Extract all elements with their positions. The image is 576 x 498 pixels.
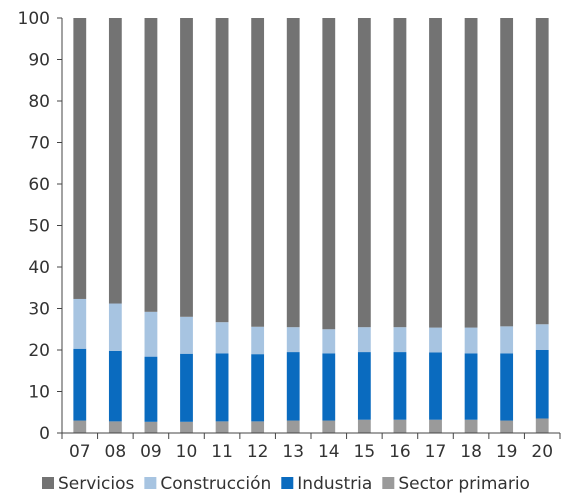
bar-segment-sector-primario-11: [216, 421, 229, 433]
bar-segment-servicios-10: [180, 18, 193, 317]
bar-segment-servicios-18: [465, 18, 478, 328]
bar-segment-industria-19: [500, 353, 513, 420]
x-tick-label-18: 18: [460, 442, 482, 462]
y-tick-label-20: 20: [28, 341, 50, 361]
legend-label-construcción: Construcción: [160, 474, 271, 494]
bar-segment-servicios-15: [358, 18, 371, 327]
bar-segment-construcción-10: [180, 317, 193, 354]
bar-segment-industria-09: [145, 357, 158, 422]
x-tick-label-08: 08: [105, 442, 127, 462]
bar-segment-servicios-16: [394, 18, 407, 327]
bar-segment-servicios-13: [287, 18, 300, 327]
bar-segment-sector-primario-12: [251, 421, 264, 433]
bar-segment-construcción-17: [429, 328, 442, 353]
x-tick-label-11: 11: [211, 442, 233, 462]
bar-segment-sector-primario-18: [465, 420, 478, 433]
bar-segment-industria-18: [465, 353, 478, 419]
legend-label-industria: Industria: [297, 474, 372, 494]
x-tick-label-09: 09: [140, 442, 162, 462]
y-tick-label-50: 50: [28, 217, 50, 237]
bar-segment-industria-15: [358, 352, 371, 420]
x-tick-label-13: 13: [282, 442, 304, 462]
bar-segment-construcción-08: [109, 304, 122, 351]
bar-segment-industria-16: [394, 352, 407, 420]
y-tick-label-80: 80: [28, 92, 50, 112]
legend-swatch-construcción: [144, 477, 156, 489]
x-tick-label-15: 15: [354, 442, 376, 462]
legend-swatch-industria: [281, 477, 293, 489]
bar-segment-sector-primario-19: [500, 421, 513, 433]
bar-segment-construcción-14: [322, 329, 335, 353]
bar-segment-servicios-20: [536, 18, 549, 324]
bar-segment-industria-07: [73, 349, 86, 421]
bar-segment-construcción-11: [216, 322, 229, 353]
bar-segment-construcción-18: [465, 328, 478, 354]
bar-segment-servicios-14: [322, 18, 335, 329]
bar-segment-construcción-07: [73, 299, 86, 349]
bar-segment-industria-13: [287, 352, 300, 420]
legend-swatch-servicios: [42, 477, 54, 489]
bar-segment-industria-17: [429, 352, 442, 419]
x-tick-label-14: 14: [318, 442, 340, 462]
bar-segment-sector-primario-17: [429, 420, 442, 433]
bar-segment-industria-20: [536, 350, 549, 418]
y-tick-label-30: 30: [28, 300, 50, 320]
bar-segment-sector-primario-09: [145, 422, 158, 433]
bar-segment-sector-primario-08: [109, 421, 122, 433]
bar-segment-construcción-12: [251, 327, 264, 354]
bar-segment-construcción-20: [536, 324, 549, 350]
y-tick-label-60: 60: [28, 175, 50, 195]
bar-segment-industria-11: [216, 353, 229, 421]
bar-segment-construcción-19: [500, 326, 513, 353]
bar-segment-servicios-19: [500, 18, 513, 326]
bar-segment-sector-primario-20: [536, 418, 549, 433]
bar-segment-sector-primario-15: [358, 420, 371, 433]
bar-segment-industria-12: [251, 354, 264, 421]
bar-segment-servicios-17: [429, 18, 442, 328]
bar-segment-construcción-16: [394, 327, 407, 352]
bar-segment-sector-primario-13: [287, 421, 300, 433]
legend-label-servicios: Servicios: [58, 474, 134, 494]
bar-segment-sector-primario-10: [180, 422, 193, 433]
bar-segment-industria-10: [180, 354, 193, 422]
bar-segment-sector-primario-07: [73, 421, 86, 433]
y-tick-label-90: 90: [28, 51, 50, 71]
x-tick-label-12: 12: [247, 442, 269, 462]
y-tick-label-40: 40: [28, 258, 50, 278]
bar-segment-servicios-09: [145, 18, 158, 312]
bar-segment-construcción-09: [145, 312, 158, 357]
legend-label-sector-primario: Sector primario: [398, 474, 530, 494]
legend-swatch-sector-primario: [382, 477, 394, 489]
x-tick-label-19: 19: [496, 442, 518, 462]
y-tick-label-70: 70: [28, 134, 50, 154]
y-tick-label-0: 0: [39, 424, 50, 444]
x-tick-label-16: 16: [389, 442, 411, 462]
bar-segment-sector-primario-16: [394, 420, 407, 433]
y-tick-label-100: 100: [18, 9, 50, 29]
bar-segment-servicios-07: [73, 18, 86, 299]
bar-segment-construcción-13: [287, 327, 300, 352]
bars-group: [73, 18, 548, 433]
x-tick-label-07: 07: [69, 442, 91, 462]
y-tick-label-10: 10: [28, 383, 50, 403]
bar-segment-construcción-15: [358, 327, 371, 352]
x-tick-label-20: 20: [531, 442, 553, 462]
bar-segment-industria-14: [322, 353, 335, 420]
x-tick-label-17: 17: [425, 442, 447, 462]
bar-segment-sector-primario-14: [322, 421, 335, 433]
bar-segment-servicios-08: [109, 18, 122, 304]
bar-segment-industria-08: [109, 351, 122, 422]
bar-segment-servicios-11: [216, 18, 229, 322]
bar-segment-servicios-12: [251, 18, 264, 327]
legend: Servicios Construcción Industria Sector pri…: [42, 474, 530, 494]
x-tick-label-10: 10: [176, 442, 198, 462]
